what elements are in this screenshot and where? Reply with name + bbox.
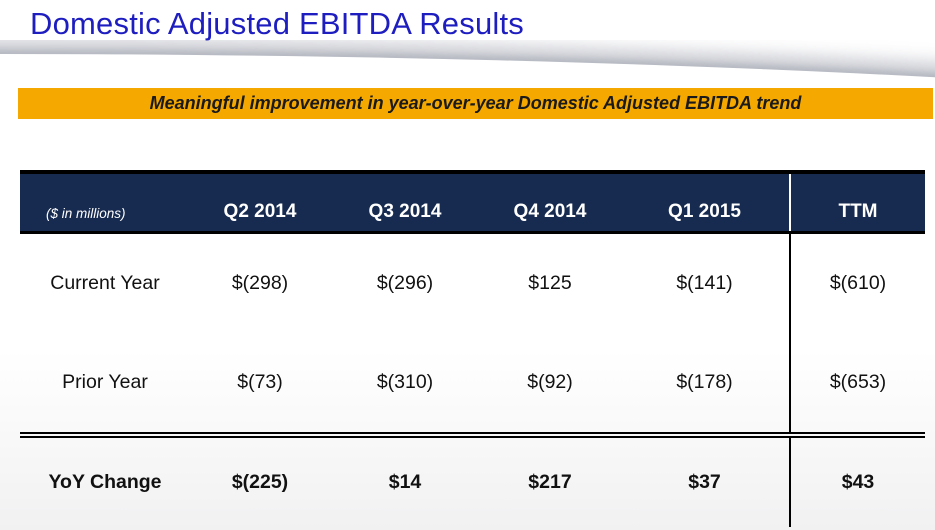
table-header: ($ in millions) Q2 2014 Q3 2014 Q4 2014 … (20, 170, 925, 234)
cell-value-ttm: $(610) (789, 232, 925, 333)
table-row-prior-year: Prior Year $(73) $(310) $(92) $(178) $(6… (20, 333, 925, 435)
cell-value: $(73) (237, 371, 283, 393)
curved-divider-arc (0, 54, 935, 88)
col-header-q2-2014: Q2 2014 (190, 170, 330, 234)
ebitda-results-table: ($ in millions) Q2 2014 Q3 2014 Q4 2014 … (20, 170, 925, 527)
cell-value: $(298) (231, 271, 289, 294)
cell-value-ttm: $43 (789, 432, 925, 527)
row-label: YoY Change (20, 432, 190, 527)
highlight-banner: Meaningful improvement in year-over-year… (18, 88, 933, 119)
row-label: Current Year (50, 271, 160, 294)
cell-value: $37 (620, 432, 790, 527)
cell-value: $(141) (676, 271, 733, 294)
cell-value: $(92) (527, 371, 573, 393)
table-body: Current Year $(298) $(296) $125 $(141) $… (20, 232, 925, 527)
header-row: ($ in millions) Q2 2014 Q3 2014 Q4 2014 … (20, 170, 925, 234)
table-row-yoy-change: YoY Change $(225) $14 $217 $37 $43 (20, 432, 925, 527)
cell-value: $217 (480, 432, 620, 527)
cell-value: $(310) (376, 371, 434, 393)
cell-value: $14 (330, 432, 480, 527)
curved-divider (0, 40, 935, 88)
col-header-q4-2014: Q4 2014 (480, 170, 620, 234)
cell-value: $(225) (190, 432, 330, 527)
cell-value: $(178) (676, 371, 733, 393)
cell-value: $125 (528, 271, 572, 294)
col-header-q3-2014: Q3 2014 (330, 170, 480, 234)
row-label: Prior Year (62, 371, 148, 393)
page-title: Domestic Adjusted EBITDA Results (30, 6, 524, 41)
cell-value: $(296) (376, 271, 434, 294)
col-header-ttm: TTM (789, 170, 925, 234)
col-header-q1-2015: Q1 2015 (620, 170, 790, 234)
table-row-current-year: Current Year $(298) $(296) $125 $(141) $… (20, 232, 925, 333)
banner-text: Meaningful improvement in year-over-year… (149, 93, 802, 113)
units-note: ($ in millions) (20, 170, 190, 234)
cell-value-ttm: $(653) (789, 333, 925, 435)
